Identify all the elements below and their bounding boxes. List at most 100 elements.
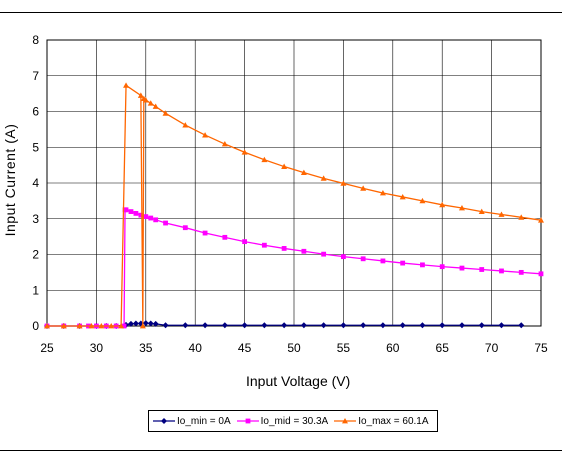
diamond-marker xyxy=(161,418,167,424)
square-marker xyxy=(380,258,386,264)
square-marker xyxy=(281,246,287,251)
square-marker xyxy=(499,268,504,274)
square-marker xyxy=(182,225,188,231)
diamond-marker xyxy=(399,322,406,329)
diamond-marker xyxy=(132,320,139,327)
triangle-marker xyxy=(182,122,189,128)
legend-swatch xyxy=(236,418,259,424)
legend-item: Io_mid = 30.3A xyxy=(236,415,329,427)
square-marker xyxy=(242,239,247,245)
diamond-marker xyxy=(458,322,465,329)
diamond-marker xyxy=(261,322,268,329)
legend-item: Io_max = 60.1A xyxy=(334,415,429,427)
diamond-marker xyxy=(281,322,288,329)
diamond-marker xyxy=(142,320,149,327)
x-tick-label: 35 xyxy=(139,341,153,355)
diamond-marker xyxy=(182,322,189,329)
bottom-border-line xyxy=(0,450,562,451)
triangle-marker xyxy=(320,175,327,181)
square-marker xyxy=(121,323,127,329)
square-marker xyxy=(420,262,425,268)
square-marker xyxy=(123,207,129,213)
x-tick-label: 45 xyxy=(238,341,252,355)
x-tick-label: 30 xyxy=(90,341,104,355)
square-marker xyxy=(153,217,159,223)
y-tick-label: 7 xyxy=(32,69,39,83)
triangle-marker xyxy=(60,323,67,329)
square-marker xyxy=(222,234,228,240)
triangle-marker xyxy=(137,92,144,98)
diamond-marker xyxy=(221,322,228,329)
y-tick-label: 2 xyxy=(32,248,39,262)
legend-label: Io_mid = 30.3A xyxy=(260,415,329,427)
y-tick-label: 0 xyxy=(32,319,39,333)
triangle-marker xyxy=(108,323,115,329)
triangle-marker xyxy=(118,323,125,329)
y-tick-label: 4 xyxy=(32,176,39,190)
legend-item: Io_min = 0A xyxy=(153,416,231,427)
diamond-marker xyxy=(147,320,154,327)
diamond-marker xyxy=(340,322,347,329)
series-line-3 xyxy=(47,84,542,327)
diamond-marker xyxy=(152,320,159,327)
plot-area-border xyxy=(46,39,542,327)
square-marker xyxy=(202,230,208,236)
square-marker xyxy=(128,209,134,214)
square-marker xyxy=(148,215,154,221)
triangle-marker xyxy=(139,323,146,329)
triangle-marker xyxy=(241,149,248,155)
triangle-marker xyxy=(342,418,349,424)
triangle-marker xyxy=(478,208,485,214)
triangle-marker xyxy=(399,193,406,200)
triangle-marker xyxy=(518,214,525,220)
square-marker xyxy=(301,248,307,254)
triangle-marker xyxy=(458,205,465,211)
square-marker xyxy=(538,271,544,277)
diamond-marker xyxy=(498,322,505,329)
triangle-marker xyxy=(300,169,307,176)
diamond-marker xyxy=(127,320,134,327)
diamond-marker xyxy=(439,322,446,329)
legend-swatch xyxy=(153,418,175,424)
square-marker xyxy=(163,220,168,226)
diamond-marker xyxy=(360,322,367,329)
triangle-marker xyxy=(152,103,159,109)
square-marker xyxy=(143,214,149,220)
diamond-marker xyxy=(518,322,525,329)
y-tick-label: 6 xyxy=(32,105,39,119)
y-axis-title: Input Current (A) xyxy=(2,123,18,237)
square-marker xyxy=(360,256,366,262)
diamond-marker xyxy=(241,322,248,329)
x-tick-label: 50 xyxy=(287,341,301,355)
chart-legend: Io_min = 0A Io_mid = 30.3A Io_max = 60.1A xyxy=(148,410,438,432)
square-marker xyxy=(138,212,144,218)
triangle-marker xyxy=(498,211,505,217)
triangle-marker xyxy=(123,82,130,88)
top-border-line xyxy=(0,12,562,13)
diamond-marker xyxy=(162,322,169,329)
legend-label: Io_max = 60.1A xyxy=(358,415,429,427)
x-tick-label: 75 xyxy=(534,341,548,355)
triangle-marker xyxy=(202,132,209,138)
legend-swatch xyxy=(334,418,357,424)
y-tick-label: 5 xyxy=(32,140,39,154)
triangle-marker xyxy=(340,180,347,186)
x-axis-title: Input Voltage (V) xyxy=(246,373,351,389)
square-marker xyxy=(459,265,465,271)
triangle-marker xyxy=(419,197,426,204)
triangle-marker xyxy=(379,190,386,196)
triangle-marker xyxy=(142,97,149,103)
diamond-marker xyxy=(478,322,485,329)
square-marker xyxy=(341,254,346,260)
triangle-marker xyxy=(439,201,446,208)
x-tick-label: 60 xyxy=(386,341,400,355)
triangle-marker xyxy=(281,163,288,169)
diamond-marker xyxy=(320,322,327,329)
x-tick-label: 25 xyxy=(40,341,54,355)
square-marker xyxy=(321,251,327,257)
square-marker xyxy=(518,269,524,275)
triangle-marker xyxy=(360,185,367,191)
x-tick-label: 55 xyxy=(337,341,351,355)
diamond-marker xyxy=(419,322,426,329)
triangle-marker xyxy=(147,100,154,106)
